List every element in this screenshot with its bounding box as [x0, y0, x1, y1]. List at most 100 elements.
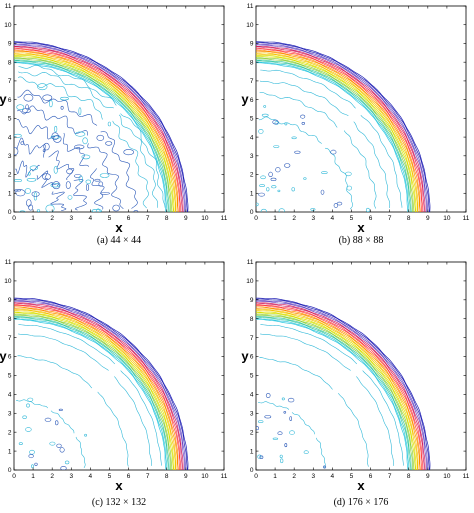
noise-contour — [261, 113, 269, 117]
front-contour — [14, 53, 176, 212]
noise-contour — [27, 172, 31, 176]
noise-contour — [301, 122, 305, 125]
front-contour — [256, 58, 414, 212]
x-tick-label: 6 — [369, 215, 373, 222]
x-tick-label: 0 — [12, 215, 16, 222]
noise-contour — [283, 410, 287, 414]
y-tick-label: 0 — [8, 209, 12, 216]
noise-contour — [56, 443, 62, 448]
noise-contour — [60, 105, 64, 110]
noise-contour — [258, 420, 264, 424]
x-tick-label: 7 — [388, 215, 392, 222]
y-axis-label: y — [0, 92, 7, 107]
interior-contour — [120, 370, 162, 466]
front-contour — [14, 61, 168, 212]
y-tick-label: 1 — [250, 190, 254, 197]
noise-contour — [133, 210, 139, 212]
noise-contour — [284, 443, 288, 448]
noise-contour — [26, 403, 30, 408]
x-axis-label: x — [115, 478, 123, 493]
noise-contour — [60, 96, 69, 101]
interior-contour — [260, 324, 358, 365]
noise-contour — [65, 181, 71, 189]
noise-contour — [98, 181, 104, 187]
noise-contour — [54, 125, 58, 133]
x-tick-label: 10 — [201, 473, 209, 480]
front-contour — [256, 316, 411, 470]
x-tick-label: 11 — [221, 215, 228, 222]
interior-contour — [112, 120, 149, 209]
front-contour — [256, 302, 425, 470]
noise-contour — [336, 201, 343, 206]
noise-contour — [112, 204, 120, 212]
x-tick-label: 7 — [388, 473, 392, 480]
x-tick-label: 5 — [108, 473, 112, 480]
x-tick-label: 8 — [407, 215, 411, 222]
y-tick-label: 2 — [8, 172, 12, 179]
noise-contour — [272, 437, 279, 440]
front-contour — [14, 62, 167, 212]
x-tick-label: 5 — [108, 215, 112, 222]
noise-contour — [59, 447, 65, 453]
interior-contour — [17, 76, 104, 120]
interior-contour — [291, 412, 315, 435]
interior-contour — [73, 179, 87, 211]
front-contour — [256, 45, 426, 212]
interior-contour — [259, 357, 333, 390]
interior-contour — [17, 89, 98, 126]
x-axis-label: x — [115, 220, 123, 235]
noise-contour — [37, 83, 48, 91]
noise-contour — [271, 185, 277, 189]
y-tick-label: 2 — [250, 172, 254, 179]
front-contour — [256, 48, 423, 212]
y-axis-label: y — [0, 349, 7, 364]
front-contour — [14, 41, 189, 212]
x-tick-label: 3 — [69, 215, 73, 222]
y-tick-label: 2 — [250, 429, 254, 436]
y-tick-label: 7 — [250, 78, 254, 85]
panel-c: 0 1 2 3 4 5 6 7 8 9 10 11 0 1 2 3 4 5 6 7 8 9 10 11 x y (c) 132 × … — [0, 259, 228, 508]
front-contour — [256, 57, 415, 212]
front-contour — [256, 316, 412, 470]
y-tick-label: 1 — [8, 448, 12, 455]
y-tick-label: 6 — [250, 354, 254, 361]
front-contour — [14, 313, 173, 470]
noise-contour — [272, 119, 279, 125]
noise-contour — [289, 430, 295, 435]
x-tick-label: 3 — [311, 215, 315, 222]
x-tick-label: 10 — [443, 215, 451, 222]
x-tick-label: 4 — [89, 473, 93, 480]
front-contour — [256, 300, 429, 470]
noise-contour — [49, 99, 53, 108]
front-contour — [14, 43, 187, 212]
noise-contour — [256, 202, 259, 207]
front-contour — [14, 51, 178, 212]
x-tick-label: 2 — [292, 473, 296, 480]
y-tick-label: 5 — [8, 373, 12, 380]
front-contour — [256, 314, 414, 470]
interior-contour — [18, 324, 116, 365]
y-tick-label: 11 — [247, 3, 254, 10]
x-axis-label: x — [357, 478, 365, 493]
noise-contour — [21, 108, 31, 113]
front-contour — [256, 298, 430, 470]
x-tick-label: 5 — [350, 215, 354, 222]
front-contour — [14, 47, 182, 212]
plot-area — [255, 5, 467, 213]
y-tick-label: 6 — [8, 97, 12, 104]
y-tick-label: 4 — [250, 392, 254, 399]
front-contour — [256, 41, 431, 212]
noise-contour — [45, 204, 55, 212]
noise-contour — [27, 397, 34, 402]
y-tick-label: 1 — [8, 190, 12, 197]
noise-contour — [270, 177, 277, 181]
interior-contour — [316, 437, 326, 469]
noise-contour — [75, 131, 86, 137]
interior-contour — [62, 132, 89, 167]
noise-contour — [74, 144, 85, 150]
front-contour — [256, 312, 416, 470]
interior-contour — [362, 370, 404, 466]
front-contour — [14, 316, 169, 470]
interior-contour — [356, 376, 394, 466]
noise-contour — [84, 433, 88, 437]
